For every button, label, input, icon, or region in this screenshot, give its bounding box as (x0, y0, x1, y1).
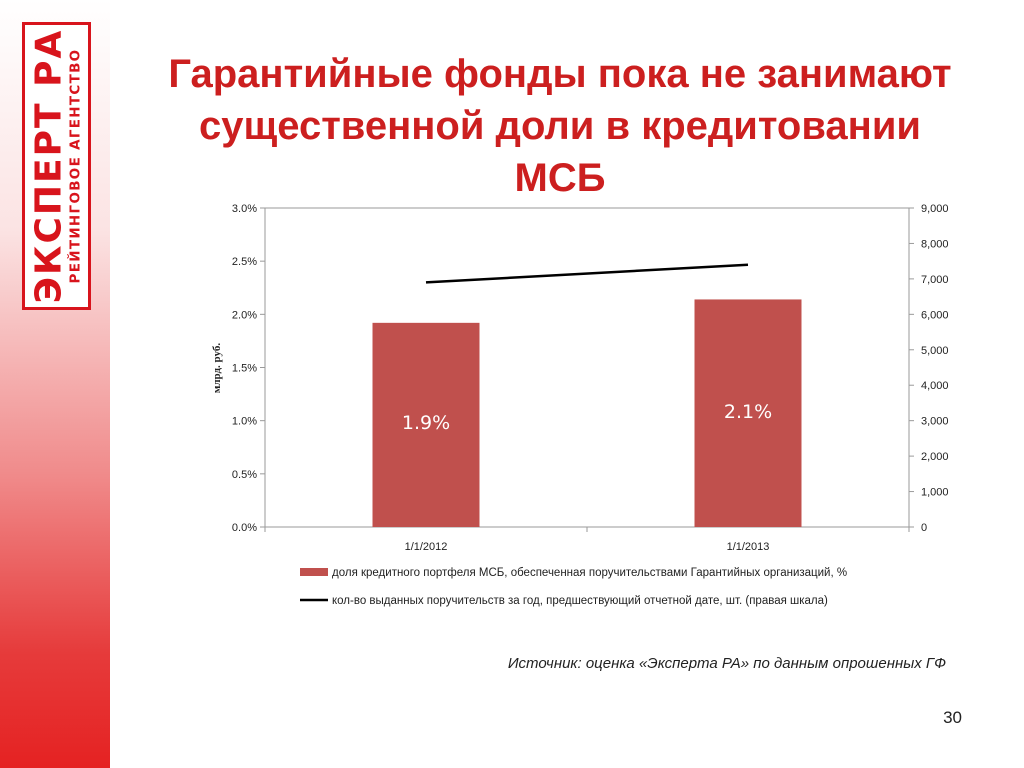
x-tick-label: 1/1/2012 (405, 541, 448, 553)
right-tick-label: 4,000 (921, 380, 949, 392)
plot-area-border (264, 207, 910, 528)
legend-label-bar: доля кредитного портфеля МСБ, обеспеченн… (332, 567, 847, 579)
bar (694, 299, 802, 527)
left-tick-label: 0.0% (232, 522, 257, 534)
right-tick-label: 5,000 (921, 345, 949, 357)
y-axis-title: млрд. руб. (211, 343, 223, 394)
combo-chart: 0.0% 0.5% 1.0% 1.5% 2.0% 2.5% 3.0% 0 1,000 2,000 3… (211, 203, 949, 607)
right-tick-label: 3,000 (921, 416, 949, 428)
legend-swatch-bar (300, 568, 328, 576)
slide-title: Гарантийные фонды пока не занимают сущес… (168, 52, 952, 200)
left-tick-label: 1.5% (232, 363, 257, 375)
bar-data-label: 2.1% (724, 401, 772, 423)
right-tick-label: 7,000 (921, 274, 949, 286)
chart-line (425, 263, 749, 284)
right-tick-label: 2,000 (921, 451, 949, 463)
logo: ЭКСПЕРТ РА РЕЙТИНГОВОЕ АГЕНТСТВО (22, 22, 91, 310)
chart-bars (372, 299, 802, 527)
right-tick-label: 9,000 (921, 203, 949, 215)
right-tick-label: 1,000 (921, 487, 949, 499)
x-tick-label: 1/1/2013 (727, 541, 770, 553)
logo-inner: ЭКСПЕРТ РА РЕЙТИНГОВОЕ АГЕНТСТВО (25, 25, 88, 307)
legend-label-line: кол-во выданных поручительств за год, пр… (332, 595, 828, 607)
chart-labels: 1.9% 2.1% (402, 401, 772, 434)
right-tick-label: 0 (921, 522, 927, 534)
chart-legend: доля кредитного портфеля МСБ, обеспеченн… (300, 567, 847, 607)
source-note: Источник: оценка «Эксперта РА» по данным… (507, 655, 946, 672)
line-series (425, 263, 749, 284)
left-tick-label: 2.0% (232, 309, 257, 321)
bar (372, 322, 480, 527)
left-tick-label: 1.0% (232, 416, 257, 428)
left-tick-label: 3.0% (232, 203, 257, 215)
bar-data-label: 1.9% (402, 412, 450, 434)
right-tick-label: 6,000 (921, 309, 949, 321)
page-number: 30 (943, 708, 962, 727)
right-tick-label: 8,000 (921, 238, 949, 250)
left-tick-label: 0.5% (232, 469, 257, 481)
left-tick-label: 2.5% (232, 256, 257, 268)
chart-axes: 0.0% 0.5% 1.0% 1.5% 2.0% 2.5% 3.0% 0 1,000 2,000 3… (211, 203, 949, 553)
